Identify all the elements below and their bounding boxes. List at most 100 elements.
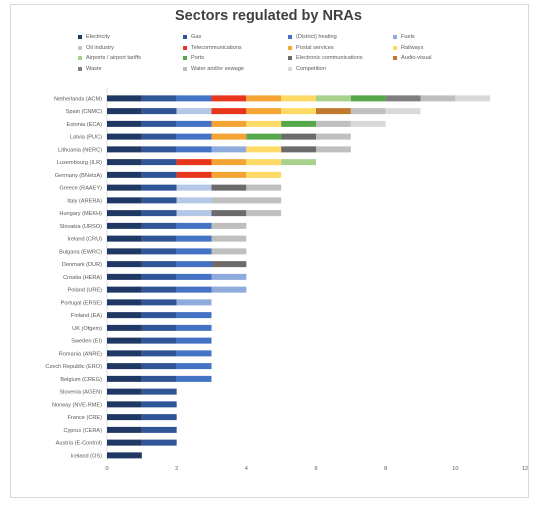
bar-segment bbox=[211, 108, 247, 115]
category-label: Hungary (MEKH) bbox=[59, 211, 102, 217]
legend-swatch bbox=[288, 45, 292, 50]
category-label: Bulgaria (EWRC) bbox=[59, 249, 102, 255]
bar-segment bbox=[107, 401, 142, 408]
x-tick-label: 6 bbox=[314, 466, 317, 472]
category-label: Sweden (EI) bbox=[71, 339, 102, 345]
bar-segment bbox=[246, 120, 282, 127]
category-label: UK (Ofgem) bbox=[72, 326, 102, 332]
x-tick-label: 0 bbox=[105, 466, 108, 472]
bar-segment bbox=[246, 159, 282, 166]
bar-segment bbox=[107, 261, 142, 268]
bar-segment bbox=[350, 120, 386, 127]
bar-segment bbox=[141, 439, 177, 446]
legend-swatch bbox=[78, 45, 82, 50]
bar-segment bbox=[246, 184, 282, 191]
legend-item: Audio-visual bbox=[393, 55, 431, 61]
legend-label: Gas bbox=[191, 34, 202, 40]
legend-label: Telecommunications bbox=[191, 44, 242, 51]
bar-segment bbox=[141, 261, 177, 268]
category-label: Iceland (OS) bbox=[71, 453, 103, 459]
legend-item: Ports bbox=[183, 55, 204, 61]
bar-segment bbox=[107, 337, 142, 344]
bar-segment bbox=[455, 95, 491, 102]
bar-segment bbox=[281, 108, 316, 115]
bar-segment bbox=[176, 184, 212, 191]
bar-segment bbox=[281, 120, 316, 127]
category-label: Norway (NVE-RME) bbox=[52, 402, 102, 408]
bar-segment bbox=[141, 210, 177, 217]
category-label: Estonia (ECA) bbox=[67, 122, 103, 128]
category-label: Croatia (HERA) bbox=[63, 275, 102, 281]
bar-segment bbox=[141, 171, 177, 178]
bar-segment bbox=[107, 159, 142, 166]
legend-swatch bbox=[183, 66, 187, 71]
legend-label: Railways bbox=[401, 44, 424, 51]
bar-segment bbox=[211, 133, 247, 140]
bar-segment bbox=[141, 324, 177, 331]
bar-segment bbox=[211, 235, 247, 242]
bar-segment bbox=[316, 95, 351, 102]
legend-item: Airports / airport tariffs bbox=[78, 55, 141, 61]
category-label: Romania (ANRE) bbox=[59, 351, 102, 357]
category-label: Luxembourg (ILR) bbox=[57, 160, 102, 166]
bar-segment bbox=[141, 414, 177, 421]
category-label: Latvia (PUC) bbox=[70, 135, 102, 141]
bar-segment bbox=[211, 286, 247, 293]
category-label: Italy (ARERA) bbox=[67, 198, 102, 204]
bar-segment bbox=[176, 324, 212, 331]
category-label: Czech Republic (ERO) bbox=[45, 364, 102, 370]
bar-segment bbox=[176, 363, 212, 370]
bar-segment bbox=[107, 426, 142, 433]
bar-segment bbox=[141, 363, 177, 370]
legend-label: Electricity bbox=[86, 34, 110, 40]
bar-segment bbox=[211, 146, 247, 153]
bar-segment bbox=[211, 222, 247, 229]
bar-segment bbox=[107, 210, 142, 217]
bar-segment bbox=[141, 95, 177, 102]
bar-segment bbox=[385, 95, 421, 102]
bar-segment bbox=[107, 95, 142, 102]
bar-segment bbox=[176, 286, 212, 293]
legend-item: Railways bbox=[393, 45, 423, 51]
bar-segment bbox=[107, 452, 142, 459]
bar-segment bbox=[176, 146, 212, 153]
legend-label: Competition bbox=[296, 65, 326, 72]
bar-segment bbox=[141, 273, 177, 280]
bar-segment bbox=[107, 286, 142, 293]
bar-segment bbox=[107, 235, 142, 242]
legend-swatch bbox=[393, 56, 397, 60]
bar-segment bbox=[176, 273, 212, 280]
x-tick-label: 2 bbox=[175, 466, 178, 472]
legend-item: Water and/or sewage bbox=[183, 66, 244, 72]
bar-segment bbox=[176, 95, 212, 102]
legend-label: Fuels bbox=[401, 34, 415, 40]
legend-item: Waste bbox=[78, 66, 102, 72]
bar-segment bbox=[107, 388, 142, 395]
x-tick-label: 10 bbox=[452, 466, 458, 472]
legend-label: Postal services bbox=[296, 44, 334, 51]
category-label: Poland (URE) bbox=[67, 288, 102, 294]
bar-segment bbox=[141, 248, 177, 255]
bar-segment bbox=[141, 299, 177, 306]
bar-segment bbox=[246, 133, 282, 140]
bar-segment bbox=[141, 312, 177, 319]
category-label: Lithuania (NERC) bbox=[58, 147, 102, 153]
bar-segment bbox=[141, 388, 177, 395]
bar-segment bbox=[176, 210, 212, 217]
category-label: Portugal (ERSE) bbox=[61, 300, 102, 306]
legend-label: Airports / airport tariffs bbox=[86, 55, 141, 61]
legend-swatch bbox=[78, 35, 82, 39]
bar-segment bbox=[176, 222, 212, 229]
legend-swatch bbox=[393, 45, 397, 50]
category-label: Ireland (CRU) bbox=[67, 237, 102, 243]
legend-swatch bbox=[288, 66, 292, 71]
bar-segment bbox=[107, 222, 142, 229]
bar-segment bbox=[141, 197, 177, 204]
bar-segment bbox=[176, 235, 212, 242]
bar-segment bbox=[141, 159, 177, 166]
legend-swatch bbox=[288, 56, 292, 60]
bar-segment bbox=[176, 133, 212, 140]
bar-segment bbox=[107, 108, 142, 115]
legend-label: Audio-visual bbox=[401, 55, 432, 61]
bar-segment bbox=[316, 146, 351, 153]
